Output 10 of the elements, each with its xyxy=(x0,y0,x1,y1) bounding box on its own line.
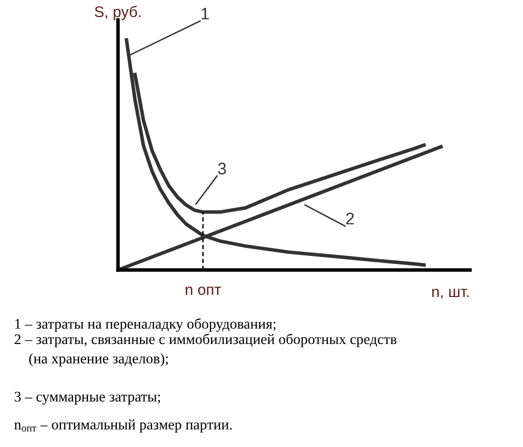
text: 1 xyxy=(202,8,209,20)
text: 3 – суммарные затраты; xyxy=(14,392,160,405)
text: n$_{опт}$ – оптимальный размер партии. xyxy=(14,419,232,432)
text: 2 – затраты, связанные с иммобилизацией оборотных средств (на хранение заделов); xyxy=(14,334,396,366)
x-axis-title: n, шт. xyxy=(432,288,469,299)
legend-label: 2 xyxy=(346,212,354,224)
text: n опт xyxy=(186,286,221,296)
text: 1 – затраты на переналадку оборудования; xyxy=(15,318,276,332)
y-axis-title: S, руб. xyxy=(94,6,141,20)
text: 3 xyxy=(218,162,226,174)
